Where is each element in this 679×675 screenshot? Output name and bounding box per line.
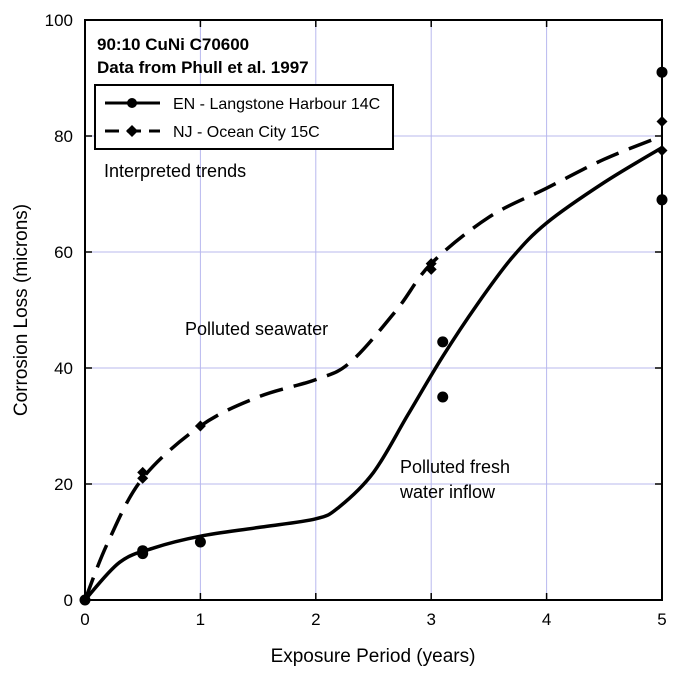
plot-frame — [84, 19, 663, 601]
data-point-nj — [194, 420, 206, 432]
x-tick-label: 0 — [80, 610, 89, 629]
annotation-polluted-fresh-line2: water inflow — [399, 482, 496, 502]
data-point-nj — [425, 258, 437, 270]
legend-label-nj: NJ - Ocean City 15C — [173, 124, 320, 141]
trend-line-en — [83, 146, 663, 602]
legend-marker-nj — [126, 125, 138, 137]
annotation-interpreted-trends: Interpreted trends — [104, 161, 246, 181]
x-tick-label: 1 — [196, 610, 205, 629]
data-point-en — [437, 391, 449, 403]
trend-line-nj — [83, 134, 663, 601]
x-tick-label: 2 — [311, 610, 320, 629]
data-point-en — [194, 536, 206, 548]
trend-lines — [83, 134, 663, 602]
data-point-nj — [425, 263, 437, 275]
chart-subtitle: Data from Phull et al. 1997 — [97, 58, 309, 77]
legend-box — [94, 84, 394, 150]
y-axis-label: Corrosion Loss (microns) — [11, 204, 32, 416]
y-tick-label: 80 — [54, 127, 73, 146]
y-tick-label: 0 — [64, 591, 73, 610]
annotation-polluted-seawater: Polluted seawater — [185, 319, 328, 339]
legend-label-en: EN - Langstone Harbour 14C — [173, 96, 380, 113]
data-point-en — [437, 336, 449, 348]
x-tick-label: 5 — [657, 610, 666, 629]
x-tick-label: 3 — [426, 610, 435, 629]
legend-marker-en — [127, 98, 137, 108]
annotation-polluted-fresh-line1: Polluted fresh — [400, 457, 510, 477]
y-tick-label: 20 — [54, 475, 73, 494]
y-tick-label: 40 — [54, 359, 73, 378]
data-point-nj — [137, 466, 149, 478]
x-tick-label: 4 — [542, 610, 551, 629]
y-tick-label: 60 — [54, 243, 73, 262]
axis-ticks: 0 1 2 3 4 5 0 20 40 60 80 100 — [45, 11, 667, 629]
legend: EN - Langstone Harbour 14C NJ - Ocean Ci… — [94, 84, 394, 150]
data-point-nj — [137, 472, 149, 484]
y-tick-label: 100 — [45, 11, 73, 30]
x-axis-label: Exposure Period (years) — [271, 646, 476, 667]
data-point-en — [137, 548, 149, 560]
chart-title: 90:10 CuNi C70600 — [97, 35, 249, 54]
